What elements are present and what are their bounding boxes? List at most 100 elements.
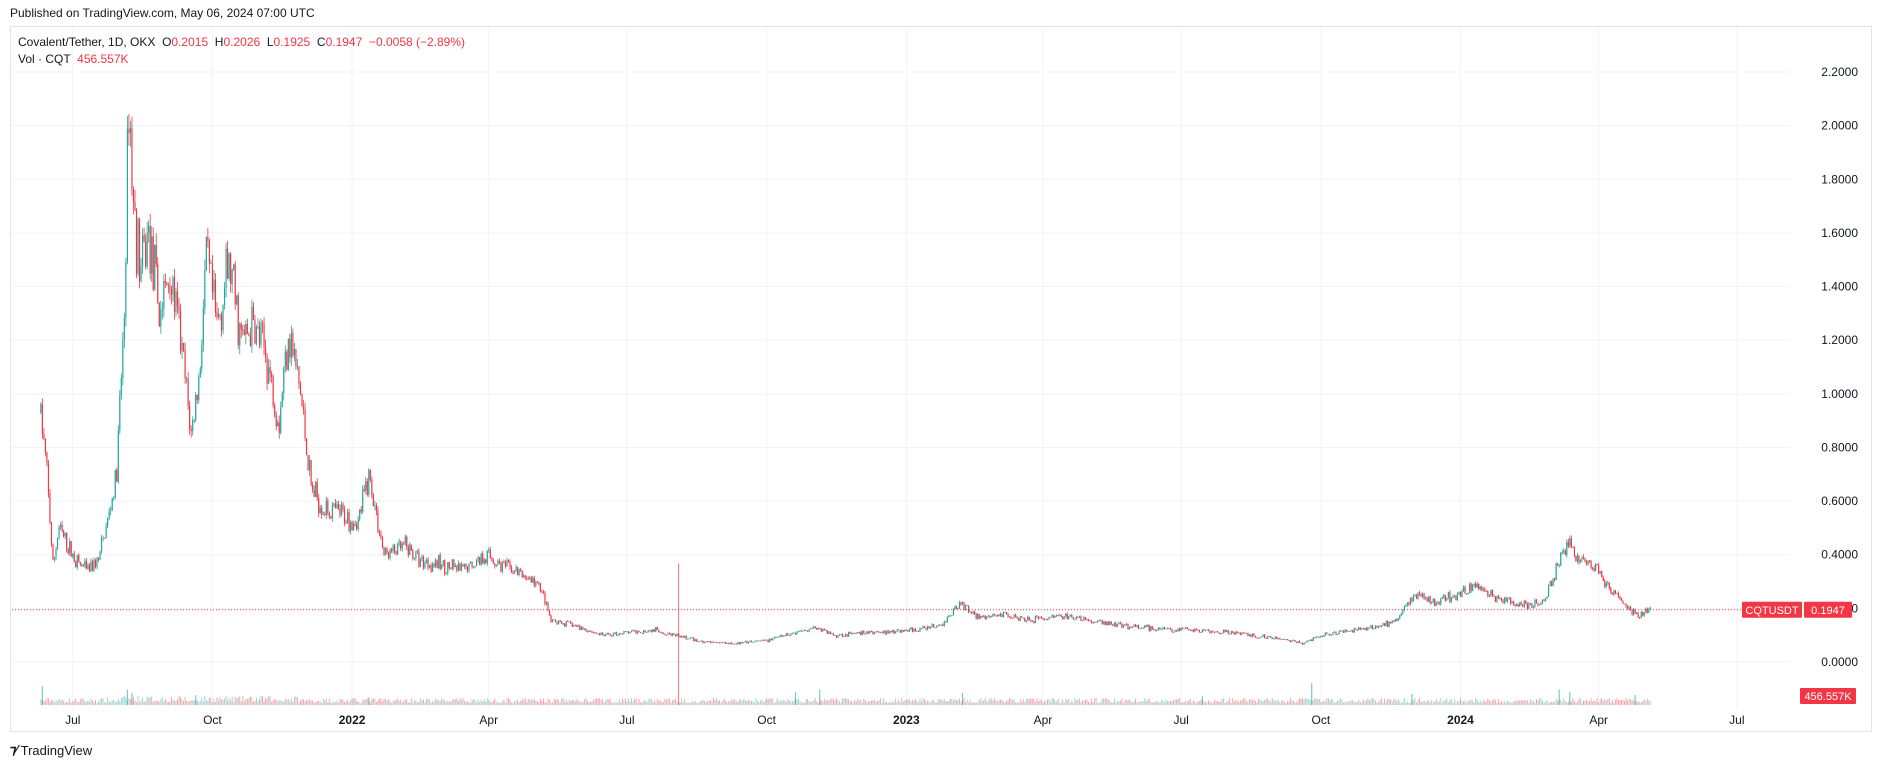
volume-bar	[120, 697, 122, 705]
candle-body	[1112, 624, 1114, 626]
volume-bar	[1282, 700, 1284, 705]
candle-body	[466, 566, 469, 571]
footer-brand[interactable]: ⁊⁄ TradingView	[10, 742, 92, 758]
volume-bar	[699, 701, 701, 705]
volume-bar	[1499, 702, 1501, 705]
candle-body	[202, 308, 204, 346]
candle-body	[439, 555, 441, 569]
candle-body	[803, 630, 806, 631]
candle-body	[1033, 621, 1035, 623]
candle-body	[1572, 546, 1574, 548]
candle-body	[72, 553, 74, 557]
candle-body	[939, 625, 941, 626]
volume-bar	[283, 701, 285, 705]
candle-body	[978, 614, 980, 619]
volume-bar	[1557, 700, 1559, 705]
volume-bar	[328, 698, 330, 705]
x-tick-label: Apr	[1589, 713, 1608, 727]
volume-bar	[151, 696, 153, 705]
candle-body	[1104, 621, 1106, 626]
candle-body	[1573, 546, 1575, 556]
volume-bar	[1270, 701, 1272, 705]
candle-body	[852, 632, 854, 635]
candle-body	[304, 409, 306, 439]
candle-body	[764, 639, 766, 641]
volume-bar	[506, 698, 508, 705]
volume-bar	[637, 702, 639, 705]
candle-body	[1408, 602, 1410, 605]
volume-bar	[1047, 699, 1049, 705]
volume-bar	[538, 702, 540, 705]
volume-bar	[1214, 699, 1216, 705]
y-tick-label: 2.2000	[1821, 65, 1858, 79]
candle-body	[1379, 625, 1381, 627]
volume-bar	[313, 702, 315, 705]
volume-bar	[1367, 698, 1369, 705]
candle-body	[1332, 632, 1334, 635]
volume-bar	[274, 698, 276, 705]
volume-bar	[1340, 698, 1342, 705]
volume-bar	[1037, 701, 1039, 705]
volume-spike	[195, 695, 197, 705]
volume-bar	[722, 701, 724, 705]
volume-bar	[567, 702, 569, 705]
candle-body	[964, 604, 967, 610]
volume-bar	[690, 702, 692, 705]
volume-bar	[1112, 702, 1114, 705]
volume-bar	[436, 699, 438, 705]
candle-body	[1174, 630, 1176, 632]
volume-bar	[1025, 698, 1027, 705]
volume-bar	[1091, 698, 1093, 705]
volume-bar	[1374, 700, 1376, 705]
candle-body	[1346, 629, 1348, 632]
volume-bar	[1255, 700, 1257, 705]
volume-bar	[85, 701, 87, 705]
candle-body	[81, 564, 83, 567]
candle-body	[1097, 620, 1099, 623]
candle-body	[586, 631, 589, 633]
candle-body	[122, 338, 124, 378]
volume-bar	[667, 698, 669, 705]
candle-body	[55, 548, 57, 558]
candle-body	[134, 201, 136, 210]
candle-body	[204, 270, 206, 309]
candle-body	[140, 266, 142, 282]
candle-body	[977, 614, 979, 619]
candle-body	[643, 630, 645, 634]
candle-body	[149, 225, 151, 274]
volume-bar	[84, 700, 86, 705]
volume-bar	[627, 698, 629, 705]
volume-bar	[993, 698, 995, 705]
candle-body	[609, 634, 611, 636]
candle-body	[237, 295, 239, 346]
volume-bar	[366, 698, 368, 705]
candle-body	[861, 630, 863, 636]
candle-body	[1396, 619, 1398, 621]
candle-body	[90, 561, 92, 571]
candle-body	[1382, 623, 1384, 626]
candle-body	[488, 549, 490, 551]
candle-body	[1490, 589, 1492, 597]
volume-bar	[495, 702, 497, 705]
candle-body	[418, 551, 420, 567]
candle-body	[1323, 635, 1325, 637]
volume-bar	[716, 698, 718, 705]
candle-body	[104, 537, 106, 539]
volume-bar	[1432, 702, 1434, 705]
volume-bar	[192, 700, 194, 705]
volume-bar	[1308, 699, 1310, 705]
volume-bar	[872, 700, 874, 705]
candle-body	[87, 564, 89, 569]
volume-bar	[1455, 702, 1457, 705]
candle-body	[491, 558, 493, 561]
candle-body	[400, 541, 402, 549]
candle-body	[201, 345, 203, 369]
volume-bar	[512, 702, 514, 705]
volume-bar	[548, 699, 550, 705]
volume-bar	[142, 697, 144, 705]
volume-bar	[1318, 698, 1320, 705]
candle-body	[186, 378, 188, 380]
volume-bar	[416, 702, 418, 705]
volume-bar	[1104, 698, 1106, 705]
